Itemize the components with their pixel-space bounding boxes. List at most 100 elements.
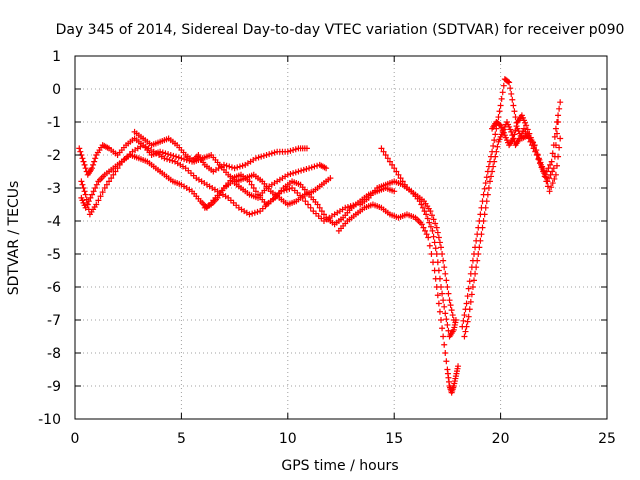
- data-point: [82, 204, 89, 211]
- data-point: [255, 154, 262, 161]
- data-point: [419, 204, 426, 211]
- data-point: [444, 284, 451, 290]
- data-point: [82, 191, 89, 198]
- y-axis-label: SDTVAR / TECUs: [6, 181, 22, 296]
- data-point: [327, 175, 334, 182]
- data-point: [529, 138, 536, 145]
- data-point: [386, 158, 393, 165]
- data-point: [433, 224, 440, 231]
- y-tick-label: -3: [47, 181, 61, 197]
- data-point: [424, 215, 431, 222]
- data-point: [316, 204, 323, 211]
- data-point: [435, 267, 442, 274]
- data-point: [178, 155, 185, 162]
- data-point: [547, 161, 554, 168]
- data-point: [547, 171, 554, 178]
- data-point: [508, 90, 515, 97]
- data-point: [461, 312, 468, 319]
- data-point: [521, 125, 528, 132]
- data-point: [428, 251, 435, 257]
- data-point: [512, 127, 519, 134]
- data-point: [181, 156, 188, 163]
- data-point: [307, 204, 314, 211]
- data-point: [298, 167, 305, 174]
- x-tick-label: 15: [385, 431, 403, 447]
- data-point: [473, 264, 480, 271]
- y-tick-label: -8: [47, 346, 61, 362]
- data-point: [427, 223, 434, 230]
- data-point: [496, 121, 503, 128]
- data-point: [401, 181, 408, 188]
- data-point: [226, 163, 233, 170]
- data-point: [510, 102, 517, 109]
- data-point: [476, 244, 483, 251]
- data-point: [445, 290, 452, 297]
- data-point: [495, 114, 502, 121]
- data-point: [441, 264, 448, 271]
- data-point: [557, 99, 564, 106]
- data-point: [550, 142, 557, 149]
- data-point: [555, 112, 562, 119]
- data-point: [311, 163, 318, 170]
- data-point: [549, 150, 556, 157]
- data-point: [320, 211, 327, 218]
- y-tick-label: -7: [47, 313, 61, 329]
- data-point: [258, 153, 265, 160]
- data-point: [82, 165, 89, 172]
- data-point: [439, 325, 446, 332]
- data-point: [431, 239, 438, 246]
- data-point: [492, 153, 499, 160]
- data-point: [540, 167, 547, 174]
- data-point: [449, 312, 456, 319]
- data-point: [439, 290, 446, 297]
- data-point: [465, 285, 472, 292]
- data-point: [435, 234, 442, 241]
- data-point: [114, 165, 121, 172]
- data-point: [183, 156, 190, 163]
- data-point: [165, 151, 172, 158]
- data-point: [535, 155, 542, 162]
- data-point: [93, 181, 100, 188]
- data-point: [557, 135, 564, 142]
- data-point: [443, 316, 450, 323]
- data-point: [428, 212, 435, 219]
- data-point: [494, 143, 501, 150]
- data-point: [441, 303, 448, 310]
- data-point: [250, 185, 257, 191]
- data-point: [422, 227, 429, 234]
- data-point: [426, 242, 433, 249]
- series-track-11: [489, 99, 564, 178]
- data-point: [438, 317, 445, 323]
- data-point: [472, 270, 479, 277]
- data-point: [287, 147, 294, 154]
- data-point: [556, 144, 563, 151]
- data-point: [455, 363, 462, 370]
- data-point: [526, 130, 533, 137]
- data-point: [500, 82, 507, 89]
- data-point: [80, 158, 87, 165]
- y-tick-label: -9: [47, 379, 61, 395]
- data-point: [418, 221, 425, 228]
- data-point: [162, 150, 169, 157]
- data-point: [169, 157, 176, 164]
- data-point: [436, 308, 443, 315]
- data-point: [524, 126, 531, 133]
- x-tick-label: 5: [177, 431, 186, 447]
- data-point: [532, 147, 539, 154]
- data-point: [308, 164, 315, 171]
- data-point: [440, 333, 447, 340]
- data-point: [395, 171, 402, 178]
- data-point: [440, 297, 447, 304]
- data-point: [510, 135, 517, 142]
- data-point: [461, 333, 468, 340]
- data-point: [112, 168, 119, 175]
- data-point: [87, 194, 94, 201]
- data-point: [305, 201, 312, 208]
- data-point: [464, 293, 471, 300]
- data-point: [268, 150, 275, 157]
- data-point: [486, 178, 493, 185]
- data-point: [384, 155, 391, 162]
- data-point: [101, 185, 108, 191]
- data-point: [492, 131, 499, 138]
